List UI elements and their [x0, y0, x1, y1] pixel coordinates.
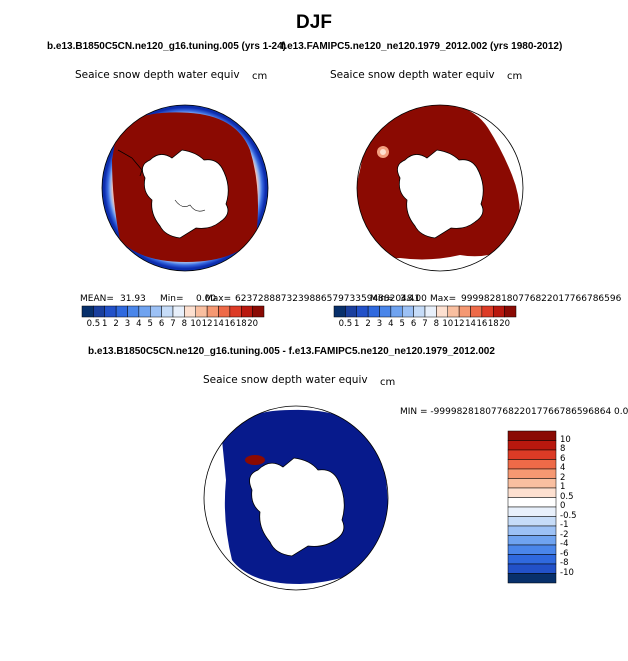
panel2-colorbar-tick-label: 0.5 [338, 319, 353, 329]
panel2-colorbar-tick-label: 18 [487, 319, 499, 329]
diff-colorbar-tick-label: 2 [560, 472, 566, 483]
panel1-colorbar-tick-label: 12 [201, 319, 213, 329]
panel2-colorbar-tick-label: 14 [465, 319, 476, 329]
diff-colorbar-tick-label: -6 [560, 548, 569, 559]
diff-colorbar-swatch [507, 525, 557, 536]
diff-colorbar-tick-label: 8 [560, 444, 566, 454]
panel1-colorbar-tick-label: 10 [190, 319, 202, 329]
panel1-colorbar-tick-label: 3 [124, 319, 131, 329]
panel2-variable-label: Seaice snow depth water equiv [330, 69, 495, 81]
diff-colorbar-tick-label: 6 [560, 453, 566, 464]
diff-colorbar-tick-label: -1 [560, 520, 569, 530]
panel1-colorbar-swatch [252, 305, 265, 318]
diff-colorbar-swatch [507, 468, 557, 479]
diff-colorbar-swatch [507, 554, 557, 565]
figure-title: DJF [296, 12, 332, 33]
diff-colorbar-tick-label: -0.5 [560, 510, 577, 521]
diff-colorbar-swatch [507, 563, 557, 574]
case2-title: f.e13.FAMIPC5.ne120_ne120.1979_2012.002 … [281, 41, 563, 52]
panel2-max-label: Max= [430, 294, 457, 304]
panel2-colorbar-tick-label: 16 [476, 319, 488, 329]
panel1-colorbar-tick-label: 16 [224, 319, 236, 329]
diff-title: b.e13.B1850C5CN.ne120_g16.tuning.005 - f… [88, 346, 495, 357]
diff-colorbar-tick-label: 10 [560, 434, 571, 445]
panel2-colorbar-tick-label: 5 [399, 319, 405, 329]
panel2-colorbar-tick-label: 2 [365, 319, 371, 329]
case1-title: b.e13.B1850C5CN.ne120_g16.tuning.005 (yr… [47, 41, 286, 52]
diff-colorbar-swatch [507, 440, 557, 451]
diff-colorbar-swatch [507, 506, 557, 517]
panel2-colorbar-tick-label: 10 [442, 319, 454, 329]
diff-colorbar-tick-label: -4 [560, 539, 569, 549]
panel1-colorbar-tick-label: 6 [158, 319, 165, 329]
diff-colorbar-tick-label: 1 [560, 482, 566, 492]
panel1-max-label: Max= [205, 294, 232, 304]
panel2-colorbar-tick-label: 7 [422, 319, 428, 329]
panel2-units: cm [507, 71, 523, 82]
panel2-colorbar-tick-label: 12 [453, 319, 465, 329]
panel1-colorbar-tick-label: 18 [235, 319, 247, 329]
panel1-max-value: 6237288873239886579733594882048.00 [235, 294, 427, 304]
diff-colorbar-swatch [507, 430, 557, 441]
panel1-colorbar-tick-label: 14 [213, 319, 224, 329]
panel2-colorbar-tick-label: 8 [433, 319, 440, 329]
diff-colorbar-tick-label: -10 [560, 567, 574, 578]
panel1-min-label: Min= [160, 294, 184, 304]
diff-colorbar-swatch [507, 487, 557, 498]
panel1-colorbar-tick-label: 1 [102, 319, 108, 329]
panel1-colorbar-tick-label: 5 [147, 319, 153, 329]
diff-colorbar-tick-label: 0 [560, 501, 566, 511]
diff-min-text: MIN = -9999828180776822017766786596864 0… [400, 407, 628, 417]
panel2-min-value: 3.41 [400, 294, 421, 304]
diff-colorbar-tick-label: -2 [560, 529, 569, 540]
diff-colorbar-swatch [507, 449, 557, 460]
panel1-colorbar-tick-label: 20 [247, 319, 259, 329]
diff-colorbar-swatch [507, 478, 557, 489]
panel1-mean-label: MEAN= [80, 294, 114, 304]
panel2-colorbar-tick-label: 1 [354, 319, 360, 329]
panel1-colorbar-tick-label: 2 [113, 319, 119, 329]
diff-colorbar-swatch [507, 516, 557, 527]
panel1-variable-label: Seaice snow depth water equiv [75, 69, 240, 81]
diff-colorbar-swatch [507, 459, 557, 470]
panel1-colorbar-tick-label: 7 [170, 319, 176, 329]
panel1-units: cm [252, 71, 268, 82]
panel2-max-value: 9999828180776822017766786596864 [461, 294, 621, 304]
diff-antarctica [249, 457, 345, 557]
panel1-mean-value: 31.93 [120, 294, 146, 304]
diff-colorbar-tick-label: 4 [560, 463, 566, 473]
panel2-colorbar-tick-label: 4 [388, 319, 394, 329]
panel2-colorbar-tick-label: 6 [410, 319, 417, 329]
panel1-colorbar-tick-label: 4 [136, 319, 142, 329]
panel1-colorbar-tick-label: 0.5 [86, 319, 101, 329]
panel1-min-value: 0.00 [196, 294, 217, 304]
diff-variable-label: Seaice snow depth water equiv [203, 374, 368, 386]
panel1-antarctica [142, 149, 229, 239]
diff-colorbar-swatch [507, 497, 557, 508]
diff-colorbar-swatch [507, 544, 557, 555]
diff-colorbar-tick-label: -8 [560, 558, 569, 568]
diff-units: cm [380, 377, 396, 388]
diff-colorbar-tick-label: 0.5 [560, 491, 574, 502]
panel1-colorbar-tick-label: 8 [181, 319, 188, 329]
diff-colorbar-swatch [507, 573, 557, 584]
panel2-colorbar-tick-label: 20 [499, 319, 511, 329]
diff-colorbar-swatch [507, 535, 557, 546]
panel2-min-label: Min= [370, 294, 394, 304]
panel2-antarctica [397, 149, 484, 239]
panel2-colorbar-swatch [504, 305, 517, 318]
panel2-colorbar-tick-label: 3 [376, 319, 383, 329]
